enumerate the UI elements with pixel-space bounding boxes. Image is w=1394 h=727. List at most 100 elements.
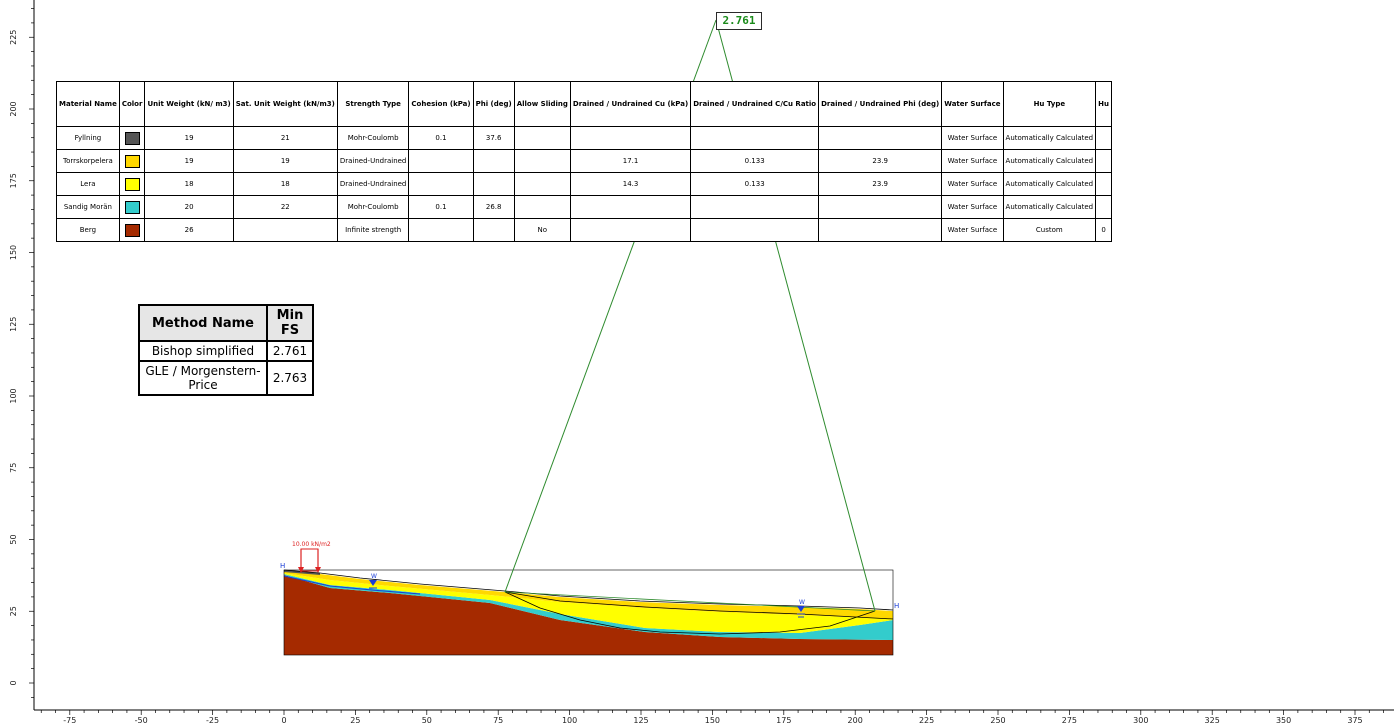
material-cell: Custom <box>1002 218 1097 242</box>
table-row: Fyllning 19 21 Mohr-Coulomb 0.1 37.6 Water Sur… <box>56 126 1112 150</box>
material-cell <box>472 149 515 173</box>
material-header: Hu Type <box>1002 81 1097 127</box>
material-cell: Torrskorpelera <box>56 149 120 173</box>
material-cell <box>1095 126 1112 150</box>
material-header: Drained / Undrained C/Cu Ratio <box>690 81 820 127</box>
material-cell: Berg <box>56 218 120 242</box>
boundary-marker-right: H <box>894 602 899 610</box>
x-tick-label: 75 <box>493 716 503 725</box>
y-tick-label: 200 <box>9 101 18 116</box>
x-tick-label: 250 <box>990 716 1005 725</box>
y-tick-label: 75 <box>9 463 18 473</box>
material-cell: 17.1 <box>569 149 692 173</box>
material-cell: Lera <box>56 172 120 196</box>
material-header: Unit Weight (kN/ m3) <box>144 81 234 127</box>
material-cell: 0.1 <box>408 126 474 150</box>
fs-value: 2.761 <box>266 340 314 362</box>
fs-method: Bishop simplified <box>138 340 268 362</box>
material-cell <box>1095 149 1112 173</box>
x-tick-label: 275 <box>1062 716 1077 725</box>
material-cell <box>513 172 571 196</box>
material-cell: 21 <box>232 126 338 150</box>
y-tick-label: 175 <box>9 173 18 188</box>
material-cell: No <box>513 218 571 242</box>
material-color-swatch <box>118 172 146 196</box>
material-header: Drained / Undrained Phi (deg) <box>818 81 943 127</box>
material-cell <box>513 149 571 173</box>
material-color-swatch <box>118 195 146 219</box>
layer-berg <box>284 575 893 655</box>
material-header: Cohesion (kPa) <box>408 81 474 127</box>
x-tick-label: 100 <box>562 716 577 725</box>
material-cell <box>569 195 692 219</box>
material-header: Allow Sliding <box>513 81 571 127</box>
material-color-swatch <box>118 218 146 242</box>
x-tick-label: 25 <box>350 716 360 725</box>
fs-header-method: Method Name <box>138 304 268 342</box>
material-cell <box>690 195 820 219</box>
y-tick-label: 225 <box>9 30 18 45</box>
slip-surface-arc <box>504 591 876 635</box>
material-color-swatch <box>118 126 146 150</box>
material-cell <box>818 126 943 150</box>
material-cell <box>1095 172 1112 196</box>
material-cell <box>818 218 943 242</box>
ground-surface <box>283 569 894 611</box>
x-tick-label: 200 <box>848 716 863 725</box>
material-cell: 26.8 <box>472 195 515 219</box>
x-tick-label: 350 <box>1276 716 1291 725</box>
soil-model <box>283 569 894 656</box>
material-cell: Water Surface <box>941 126 1004 150</box>
layer-lera <box>284 573 893 633</box>
material-cell: Mohr-Coulomb <box>336 126 410 150</box>
table-row: Bishop simplified 2.761 <box>138 340 314 362</box>
material-header: Water Surface <box>941 81 1004 127</box>
material-cell: Automatically Calculated <box>1002 195 1097 219</box>
material-cell: 22 <box>232 195 338 219</box>
svg-text:W: W <box>799 599 805 606</box>
x-tick-label: 225 <box>919 716 934 725</box>
y-tick-label: 50 <box>9 534 18 544</box>
x-tick-label: 50 <box>422 716 432 725</box>
table-row: Sandig Morän 20 22 Mohr-Coulomb 0.1 26.8 Water… <box>56 195 1112 219</box>
material-cell <box>232 218 338 242</box>
material-cell: 19 <box>144 126 234 150</box>
layer-torrskorpelera <box>284 571 893 619</box>
x-tick-label: -50 <box>135 716 148 725</box>
fs-value: 2.763 <box>266 360 314 396</box>
material-cell: 20 <box>144 195 234 219</box>
material-cell: Drained-Undrained <box>336 172 410 196</box>
table-row: Lera 18 18 Drained-Undrained 14.3 0.133 23.9 Wa… <box>56 172 1112 196</box>
layer-sandig-moran <box>284 574 893 640</box>
water-marker-right: W <box>797 599 805 618</box>
material-cell <box>569 218 692 242</box>
fs-method: GLE / Morgenstern-Price <box>138 360 268 396</box>
y-axis: 0 25 50 75 100 125 150 175 200 225 <box>9 0 35 710</box>
material-cell: 37.6 <box>472 126 515 150</box>
svg-text:W: W <box>371 573 377 580</box>
material-header: Material Name <box>56 81 120 127</box>
x-tick-label: 125 <box>633 716 648 725</box>
x-tick-label: 300 <box>1133 716 1148 725</box>
table-row: Berg 26 Infinite strength No Water Surface Cu… <box>56 218 1112 242</box>
fs-header-minfs: Min FS <box>266 304 314 342</box>
y-tick-label: 125 <box>9 317 18 332</box>
material-cell: 0.133 <box>690 172 820 196</box>
material-cell: 14.3 <box>569 172 692 196</box>
material-cell: Mohr-Coulomb <box>336 195 410 219</box>
distributed-load[interactable] <box>298 548 321 573</box>
material-cell: 0 <box>1095 218 1112 242</box>
material-cell <box>513 195 571 219</box>
material-cell <box>818 195 943 219</box>
y-tick-label: 25 <box>9 606 18 616</box>
factor-of-safety-badge[interactable]: 2.761 <box>716 12 762 30</box>
material-cell: Water Surface <box>941 149 1004 173</box>
material-cell: Water Surface <box>941 172 1004 196</box>
layer-fyllning <box>284 570 320 575</box>
material-cell <box>569 126 692 150</box>
material-header: Hu <box>1095 81 1112 127</box>
x-tick-label: -25 <box>206 716 219 725</box>
material-cell: 19 <box>232 149 338 173</box>
material-cell: 19 <box>144 149 234 173</box>
